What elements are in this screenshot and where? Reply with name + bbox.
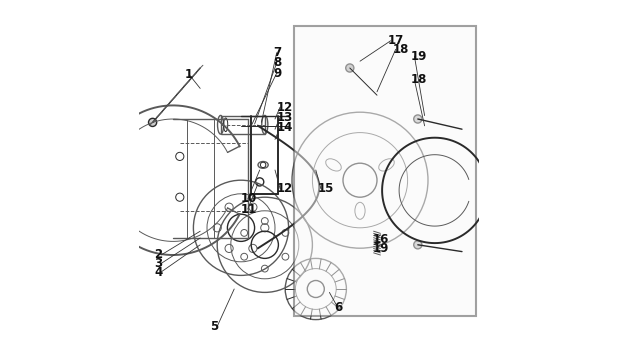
Circle shape — [413, 241, 422, 249]
Text: 12: 12 — [277, 182, 293, 195]
Circle shape — [413, 115, 422, 123]
Text: 19: 19 — [411, 50, 428, 63]
Text: 18: 18 — [411, 73, 428, 86]
Text: 9: 9 — [273, 67, 282, 80]
Text: 4: 4 — [154, 266, 163, 278]
Text: 10: 10 — [241, 192, 257, 205]
Text: 2: 2 — [154, 249, 163, 261]
Circle shape — [345, 64, 354, 72]
Bar — [221, 116, 265, 134]
Text: 7: 7 — [273, 46, 281, 59]
Text: 8: 8 — [273, 56, 282, 69]
Text: 16: 16 — [373, 233, 389, 246]
Text: 3: 3 — [154, 257, 163, 270]
Text: 1: 1 — [185, 68, 193, 81]
Text: 14: 14 — [277, 121, 293, 134]
Text: 5: 5 — [210, 320, 219, 333]
Text: 19: 19 — [373, 242, 389, 255]
Circle shape — [148, 118, 157, 126]
Text: 18: 18 — [392, 43, 408, 56]
Text: 13: 13 — [277, 111, 293, 124]
Bar — [294, 26, 476, 316]
Text: 17: 17 — [387, 34, 404, 47]
Text: 15: 15 — [318, 182, 334, 195]
Text: 12: 12 — [277, 101, 293, 114]
Text: 6: 6 — [334, 301, 343, 314]
Text: 11: 11 — [241, 203, 257, 216]
